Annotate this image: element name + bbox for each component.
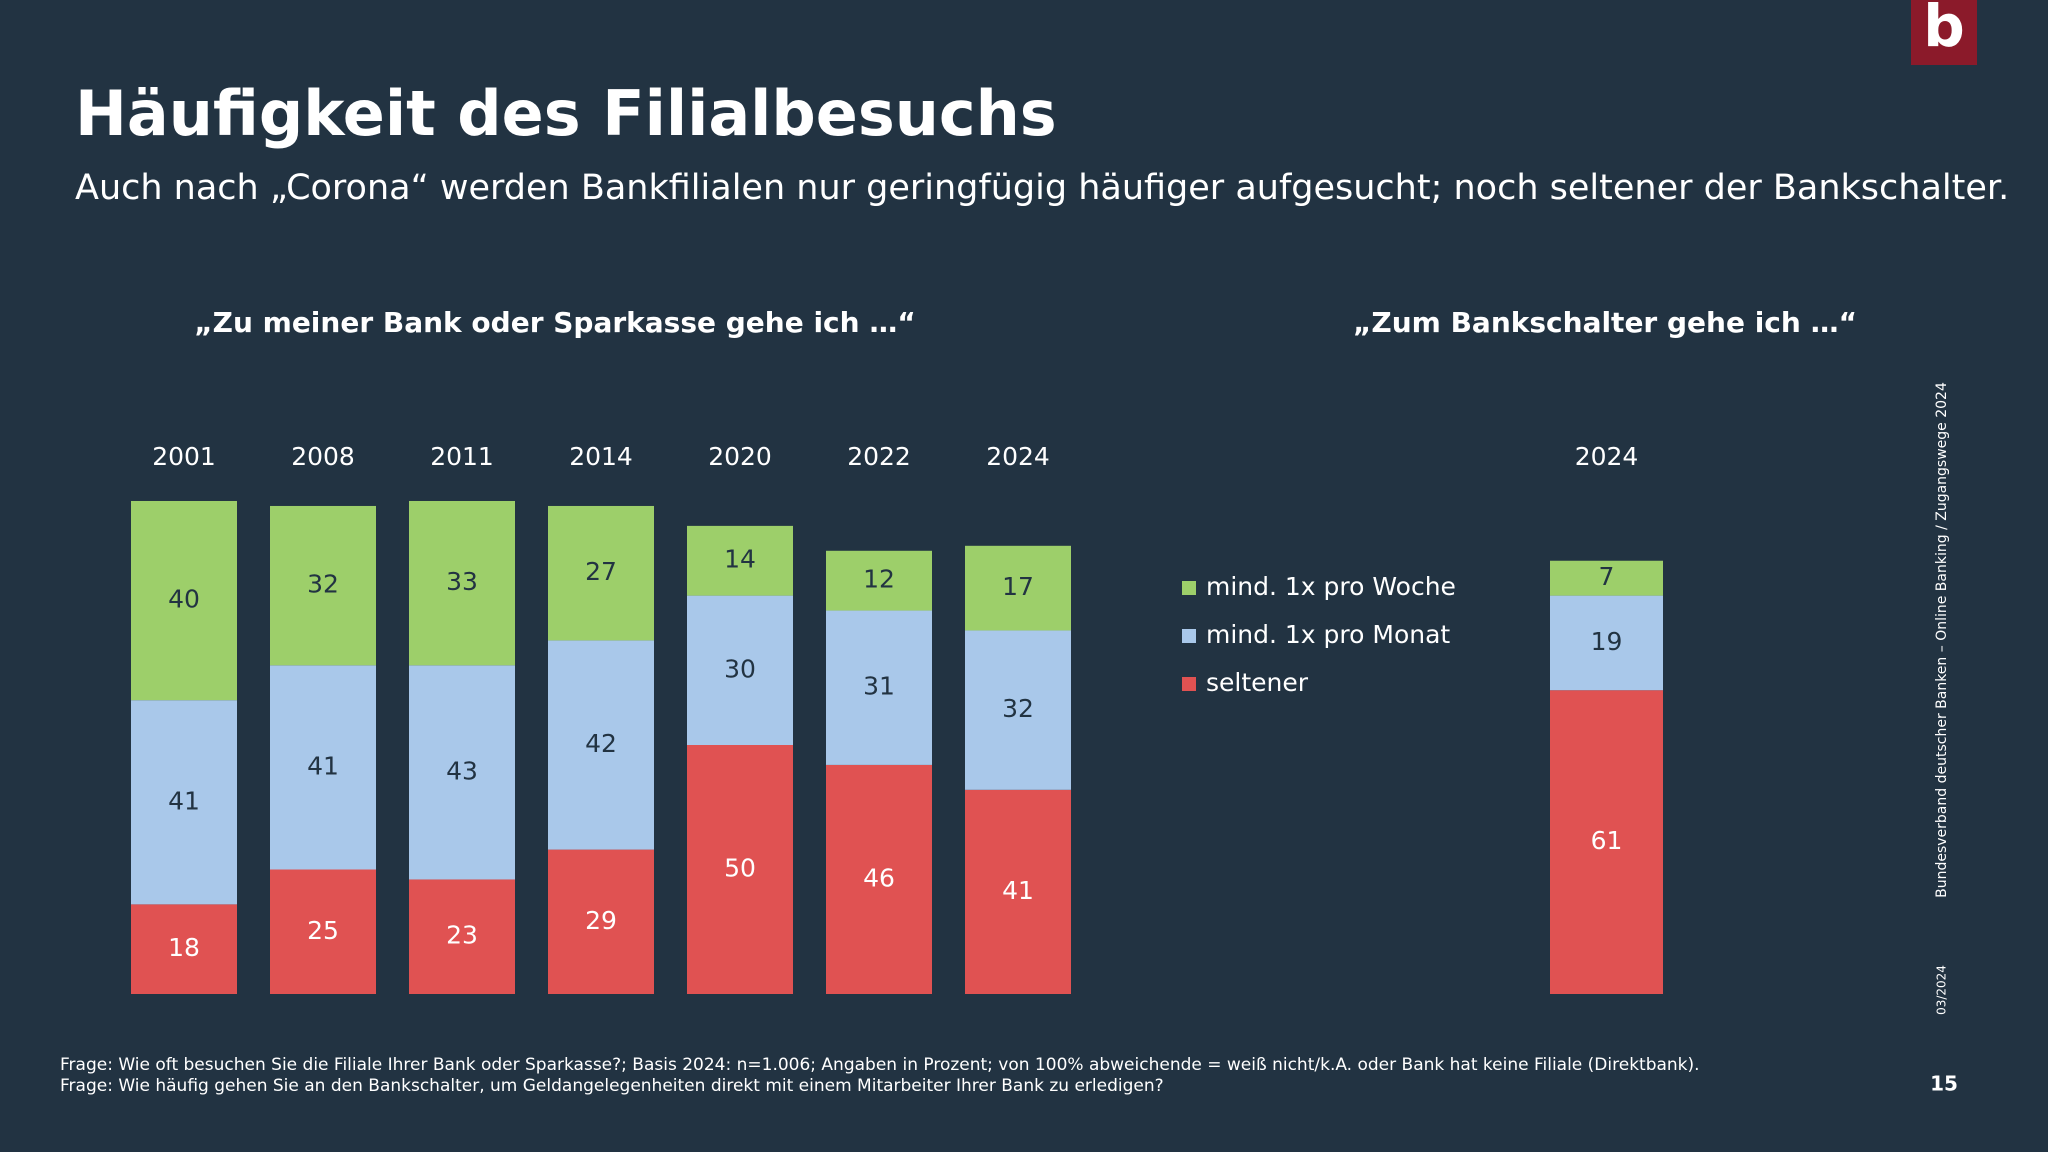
value-label: 14 xyxy=(724,545,756,574)
legend-swatch xyxy=(1182,677,1196,691)
value-label: 23 xyxy=(446,921,478,950)
footnote: Frage: Wie oft besuchen Sie die Filiale … xyxy=(60,1055,1700,1075)
value-label: 50 xyxy=(724,854,756,883)
bar-segment xyxy=(548,849,654,994)
value-label: 46 xyxy=(863,863,895,892)
bar-segment xyxy=(270,505,376,666)
legend-label: mind. 1x pro Woche xyxy=(1206,572,1456,601)
subtitle: Auch nach „Corona“ werden Bankfilialen n… xyxy=(75,168,2009,208)
value-label: 18 xyxy=(168,933,200,962)
legend-label: mind. 1x pro Monat xyxy=(1206,620,1450,649)
value-label: 27 xyxy=(585,557,617,586)
bar-segment xyxy=(409,500,515,666)
legend-label: seltener xyxy=(1206,668,1309,697)
value-label: 7 xyxy=(1599,562,1615,591)
chart-title: „Zum Bankschalter gehe ich …“ xyxy=(1353,306,1857,339)
value-label: 61 xyxy=(1591,826,1623,855)
value-label: 29 xyxy=(585,906,617,935)
bar-segment xyxy=(270,869,376,994)
value-label: 33 xyxy=(446,567,478,596)
value-label: 30 xyxy=(724,654,756,683)
bar-segment xyxy=(965,630,1071,790)
bar-segment xyxy=(826,764,932,994)
bar-segment xyxy=(548,505,654,641)
bar-segment xyxy=(131,700,237,905)
bar-segment xyxy=(270,665,376,870)
chart-title: „Zu meiner Bank oder Sparkasse gehe ich … xyxy=(194,306,915,339)
bar-segment xyxy=(409,879,515,994)
value-label: 42 xyxy=(585,729,617,758)
bar-segment xyxy=(965,545,1071,631)
category-label: 2024 xyxy=(986,442,1050,471)
value-label: 32 xyxy=(1002,694,1034,723)
bar-segment xyxy=(131,500,237,701)
title: Häufigkeit des Filialbesuchs xyxy=(75,77,1057,150)
date: 03/2024 xyxy=(1935,965,1949,1015)
bar-segment xyxy=(409,665,515,880)
category-label: 2011 xyxy=(430,442,494,471)
value-label: 43 xyxy=(446,756,478,785)
logo: b xyxy=(1923,0,1965,60)
value-label: 17 xyxy=(1002,572,1034,601)
bar-segment xyxy=(548,640,654,850)
legend-swatch xyxy=(1182,629,1196,643)
category-label: 2008 xyxy=(291,442,355,471)
value-label: 40 xyxy=(168,585,200,614)
bar-segment xyxy=(1550,595,1663,691)
bar-segment xyxy=(131,904,237,994)
value-label: 41 xyxy=(168,786,200,815)
value-label: 25 xyxy=(307,916,339,945)
value-label: 19 xyxy=(1591,627,1623,656)
bar-segment xyxy=(826,610,932,765)
bar-segment xyxy=(826,550,932,611)
bar-segment xyxy=(687,525,793,596)
category-label: 2014 xyxy=(569,442,633,471)
value-label: 31 xyxy=(863,672,895,701)
value-label: 32 xyxy=(307,570,339,599)
category-label: 2024 xyxy=(1575,442,1639,471)
category-label: 2001 xyxy=(152,442,216,471)
bar-segment xyxy=(1550,560,1663,596)
value-label: 41 xyxy=(1002,876,1034,905)
legend-swatch xyxy=(1182,581,1196,595)
logo-box xyxy=(1911,0,1977,65)
source: Bundesverband deutscher Banken – Online … xyxy=(1934,382,1950,898)
bar-segment xyxy=(687,745,793,994)
value-label: 41 xyxy=(307,751,339,780)
value-label: 12 xyxy=(863,565,895,594)
bar-segment xyxy=(1550,690,1663,994)
footnote: Frage: Wie häufig gehen Sie an den Banks… xyxy=(60,1076,1164,1096)
bar-segment xyxy=(965,789,1071,994)
bar-segment xyxy=(687,595,793,745)
category-label: 2020 xyxy=(708,442,772,471)
page-number: 15 xyxy=(1930,1072,1958,1096)
category-label: 2022 xyxy=(847,442,911,471)
